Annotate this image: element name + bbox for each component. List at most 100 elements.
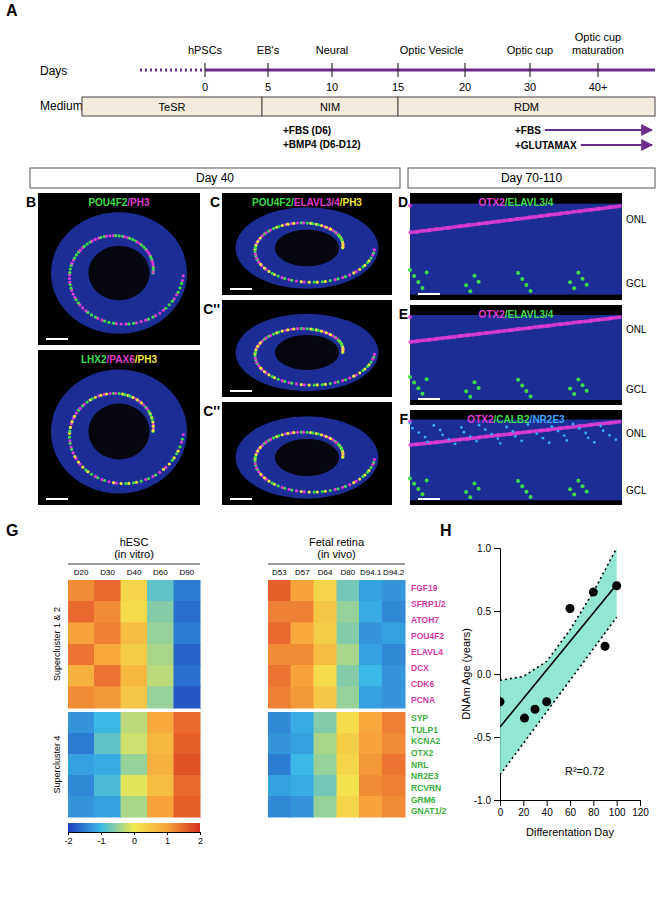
heatmap-cell xyxy=(174,712,200,733)
cell xyxy=(420,229,424,233)
scale-bar xyxy=(418,498,440,500)
scale-bar xyxy=(46,498,68,500)
cell xyxy=(168,462,171,465)
point xyxy=(542,697,551,706)
cell xyxy=(366,261,369,264)
layer-label: ONL xyxy=(626,428,647,439)
cell xyxy=(178,445,181,448)
tissue xyxy=(410,420,622,501)
cell xyxy=(300,490,303,493)
cell xyxy=(69,426,72,429)
heatmap-cell xyxy=(291,623,314,644)
heatmap-cell xyxy=(359,796,382,817)
cell xyxy=(597,318,601,322)
heatmap-cell xyxy=(174,687,200,708)
lumen xyxy=(275,335,339,370)
tick-label: 40+ xyxy=(589,81,608,93)
cell xyxy=(425,377,429,381)
heatmap-cell xyxy=(94,775,120,796)
cell xyxy=(417,431,420,434)
cell xyxy=(151,429,154,432)
heatmap-cell xyxy=(268,665,291,686)
timeline-dotted xyxy=(140,69,205,72)
heatmap-cell xyxy=(337,712,360,733)
cell xyxy=(425,479,429,483)
cell xyxy=(584,432,587,435)
cell xyxy=(286,328,289,331)
cell xyxy=(69,267,72,270)
cell xyxy=(271,375,274,378)
cell xyxy=(78,249,81,252)
cell xyxy=(520,439,523,442)
cell xyxy=(73,415,76,418)
heatmap-cell xyxy=(382,796,405,817)
point xyxy=(566,604,575,613)
cell xyxy=(127,482,130,485)
scale-bar xyxy=(418,293,440,295)
heatmap-cell xyxy=(121,580,147,601)
cell xyxy=(118,234,121,237)
cell xyxy=(477,386,481,390)
heatmap-cell xyxy=(94,733,120,754)
heatmap-title: hESC xyxy=(120,536,149,548)
micrograph xyxy=(222,402,392,505)
tick-mark xyxy=(101,832,102,835)
heatmap-cell xyxy=(291,665,314,686)
cell xyxy=(271,482,274,485)
tick-label: 40 xyxy=(542,807,554,818)
heatmap-cell xyxy=(268,796,291,817)
cell xyxy=(501,219,505,223)
cell xyxy=(136,398,139,401)
cell xyxy=(256,345,259,348)
cell xyxy=(412,482,416,486)
cell xyxy=(83,245,86,248)
heatmap-cell xyxy=(94,754,120,775)
heatmap-cell xyxy=(147,712,173,733)
cell xyxy=(175,293,178,296)
cell xyxy=(371,253,374,256)
heatmap-cell xyxy=(68,687,94,708)
cell xyxy=(341,246,344,249)
tick-label: 20 xyxy=(518,807,530,818)
tissue xyxy=(236,314,379,392)
heatmap-cell xyxy=(314,796,337,817)
heatmap-cell xyxy=(314,623,337,644)
heatmap-cell xyxy=(147,796,173,817)
cell xyxy=(477,487,481,491)
cell xyxy=(539,325,543,329)
gene-label: TULP1 xyxy=(411,725,438,735)
cell xyxy=(300,280,303,283)
tick-mark xyxy=(200,832,201,835)
cell xyxy=(516,431,520,435)
column-label: D64 xyxy=(318,568,333,577)
cell xyxy=(589,319,593,323)
cell xyxy=(408,268,412,272)
cell xyxy=(145,407,148,410)
cell xyxy=(147,318,150,321)
heatmap-cell xyxy=(314,754,337,775)
cell xyxy=(100,318,103,321)
heatmap-cell xyxy=(382,754,405,775)
cell xyxy=(539,428,543,432)
cell xyxy=(589,208,593,212)
cell xyxy=(352,271,355,274)
cell xyxy=(254,462,257,465)
axis-line xyxy=(69,833,201,836)
cell xyxy=(86,400,89,403)
cell xyxy=(115,322,118,325)
cell xyxy=(302,221,305,224)
cell xyxy=(105,392,108,395)
point xyxy=(520,714,529,723)
cell xyxy=(408,315,412,319)
cell xyxy=(263,267,266,270)
cell xyxy=(609,205,613,209)
heatmap-cell xyxy=(68,754,94,775)
cell xyxy=(435,227,439,231)
cell xyxy=(290,488,293,491)
heatmap-cell xyxy=(68,733,94,754)
heatmap-cell xyxy=(382,623,405,644)
heatmap-cell xyxy=(382,644,405,665)
micrograph: POU4F2/PH3 xyxy=(38,193,200,345)
heatmap-cell xyxy=(337,644,360,665)
cell xyxy=(524,389,528,393)
